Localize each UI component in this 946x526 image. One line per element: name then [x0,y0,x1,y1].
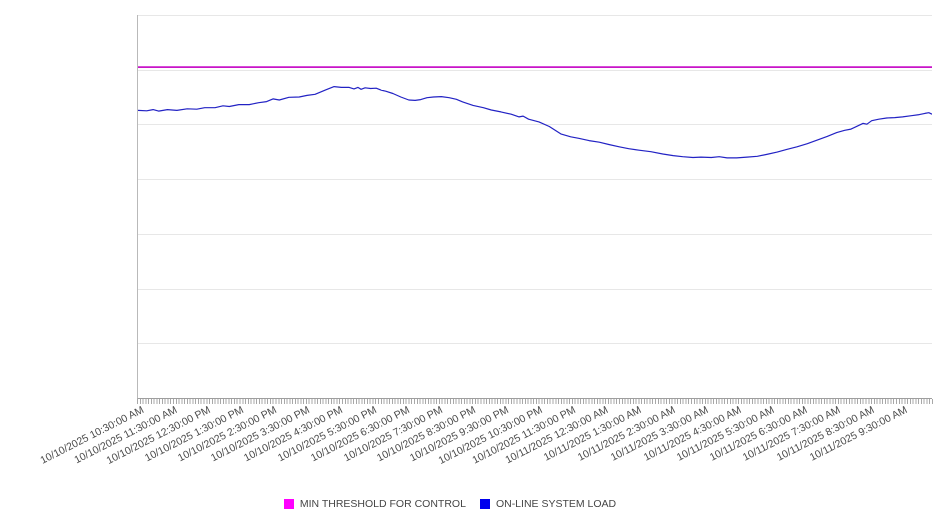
x-axis-label: 10/11/2025 6:30:00 AM [707,404,810,464]
legend: MIN THRESHOLD FOR CONTROL ON-LINE SYSTEM… [0,498,923,510]
legend-label-min-threshold: MIN THRESHOLD FOR CONTROL [299,498,466,510]
x-axis-label: 10/10/2025 10:30:00 AM [38,404,146,467]
x-axis-label: 10/10/2025 7:30:00 PM [341,404,445,465]
gridline [138,343,932,345]
x-axis-label: 10/11/2025 5:30:00 AM [674,404,777,464]
legend-item-min-threshold[interactable]: MIN THRESHOLD FOR CONTROL [283,498,466,510]
x-axis-minor-ticks [137,399,933,404]
x-axis-label: 10/11/2025 7:30:00 AM [741,404,843,464]
gridline [138,288,932,290]
x-axis-label: 10/10/2025 5:30:00 PM [275,404,379,465]
gridline [138,69,932,71]
gridline [138,233,932,235]
x-axis-label: 10/10/2025 4:30:00 PM [242,404,345,465]
x-axis-label: 10/11/2025 3:30:00 AM [608,404,710,464]
x-axis-label: 10/11/2025 8:30:00 AM [774,404,876,464]
x-axis-label: 10/10/2025 3:30:00 PM [209,404,312,465]
x-axis-label: 10/11/2025 9:30:00 AM [807,404,909,464]
gridline [138,124,932,126]
series-plot [138,66,932,159]
gridline [138,179,932,181]
x-axis-label: 10/10/2025 11:30:00 PM [470,404,578,467]
legend-label-online-system-load: ON-LINE SYSTEM LOAD [495,498,617,510]
x-axis-label: 10/10/2025 1:30:00 PM [142,404,246,465]
plot-area [137,15,932,399]
min-threshold-swatch-icon [283,499,294,509]
gridline [138,15,932,16]
x-axis-label: 10/10/2025 8:30:00 PM [374,404,478,465]
legend-item-online-system-load[interactable]: ON-LINE SYSTEM LOAD [479,498,617,510]
x-axis-label: 10/10/2025 2:30:00 PM [175,404,279,465]
x-axis-label: 10/10/2025 12:30:00 PM [104,404,213,467]
x-axis-label: 10/11/2025 4:30:00 AM [641,404,744,464]
x-axis-label: 10/10/2025 6:30:00 PM [308,404,412,465]
x-axis-label: 10/10/2025 10:30:00 PM [436,404,545,467]
online-system-load-swatch-icon [479,499,490,509]
x-axis-label: 10/11/2025 12:30:00 AM [503,404,611,467]
x-axis-label: 10/10/2025 9:30:00 PM [408,404,511,465]
load-line [138,86,932,159]
x-axis-label: 10/11/2025 1:30:00 AM [542,404,644,464]
x-axis-label: 10/11/2025 2:30:00 AM [575,404,677,464]
x-axis-label: 10/10/2025 11:30:00 AM [72,404,180,467]
